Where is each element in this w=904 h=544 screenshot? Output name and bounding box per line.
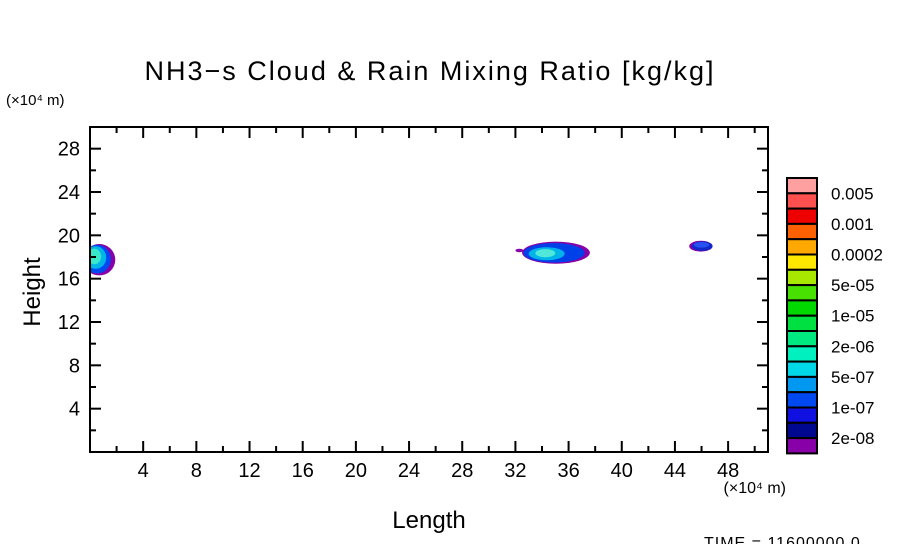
svg-text:1e-07: 1e-07: [831, 399, 874, 418]
svg-text:32: 32: [504, 460, 526, 482]
plot-frame: [89, 126, 769, 453]
blob-central-cloud: [522, 241, 590, 264]
svg-text:4: 4: [69, 399, 80, 421]
svg-text:16: 16: [58, 269, 80, 291]
x-tick-labels: 4 8 12 16 20 24 28 32 36 40 44 48: [138, 460, 740, 482]
y-tick-labels: 4 8 12 16 20 24 28: [58, 139, 80, 421]
svg-text:24: 24: [398, 460, 420, 482]
chart-title: NH3−s Cloud & Rain Mixing Ratio [kg/kg]: [144, 56, 716, 86]
x-axis-title: Length: [392, 507, 466, 534]
blob-left-wall-cloud: [91, 244, 116, 276]
svg-text:20: 20: [345, 460, 367, 482]
svg-text:2e-06: 2e-06: [831, 337, 874, 356]
svg-text:48: 48: [717, 460, 739, 482]
svg-text:2e-08: 2e-08: [831, 429, 874, 448]
svg-text:36: 36: [557, 460, 579, 482]
svg-text:28: 28: [451, 460, 473, 482]
svg-text:20: 20: [58, 225, 80, 247]
svg-text:0.0002: 0.0002: [831, 246, 883, 265]
svg-text:24: 24: [58, 182, 80, 204]
svg-text:12: 12: [58, 312, 80, 334]
svg-text:8: 8: [69, 355, 80, 377]
blob-purple-speck: [515, 248, 524, 253]
x-axis-unit-label: (×10⁴ m): [723, 480, 786, 497]
blob-right-cloud: [689, 240, 713, 252]
svg-text:0.001: 0.001: [831, 215, 874, 234]
svg-text:0.005: 0.005: [831, 184, 874, 203]
time-label: TIME = 11600000.0: [704, 535, 861, 544]
svg-text:5e-07: 5e-07: [831, 368, 874, 387]
svg-text:5e-05: 5e-05: [831, 276, 874, 295]
svg-text:8: 8: [191, 460, 202, 482]
svg-text:1e-05: 1e-05: [831, 307, 874, 326]
y-axis-unit-label: (×10⁴ m): [6, 92, 65, 109]
axis-ticks: [91, 128, 767, 451]
svg-text:16: 16: [292, 460, 314, 482]
svg-text:12: 12: [238, 460, 260, 482]
colorbar: [786, 177, 818, 455]
svg-text:40: 40: [611, 460, 633, 482]
svg-text:44: 44: [664, 460, 686, 482]
contour-blobs: [91, 240, 713, 276]
svg-text:4: 4: [138, 460, 149, 482]
svg-text:28: 28: [58, 139, 80, 161]
colorbar-labels: 0.005 0.001 0.0002 5e-05 1e-05 2e-06 5e-07 1e-0…: [831, 184, 883, 448]
